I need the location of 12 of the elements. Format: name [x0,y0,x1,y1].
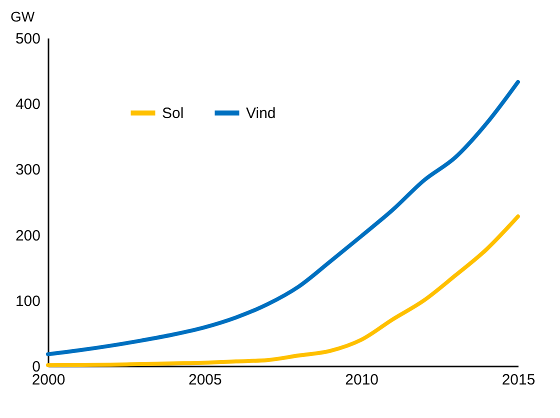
y-tick-label: 500 [15,30,40,48]
y-tick-label: 200 [15,227,40,244]
x-tick-label: 2010 [345,372,379,388]
y-tick-label: 300 [15,162,40,179]
y-axis-title: GW [10,8,36,24]
x-tick-label: 2015 [502,372,536,388]
x-tick-label: 2005 [188,372,222,388]
legend-label: Sol [162,105,184,122]
y-tick-label: 400 [15,96,40,114]
y-tick-label: 100 [15,292,40,310]
line-series [46,80,520,356]
legend-label: Vind [246,105,276,122]
